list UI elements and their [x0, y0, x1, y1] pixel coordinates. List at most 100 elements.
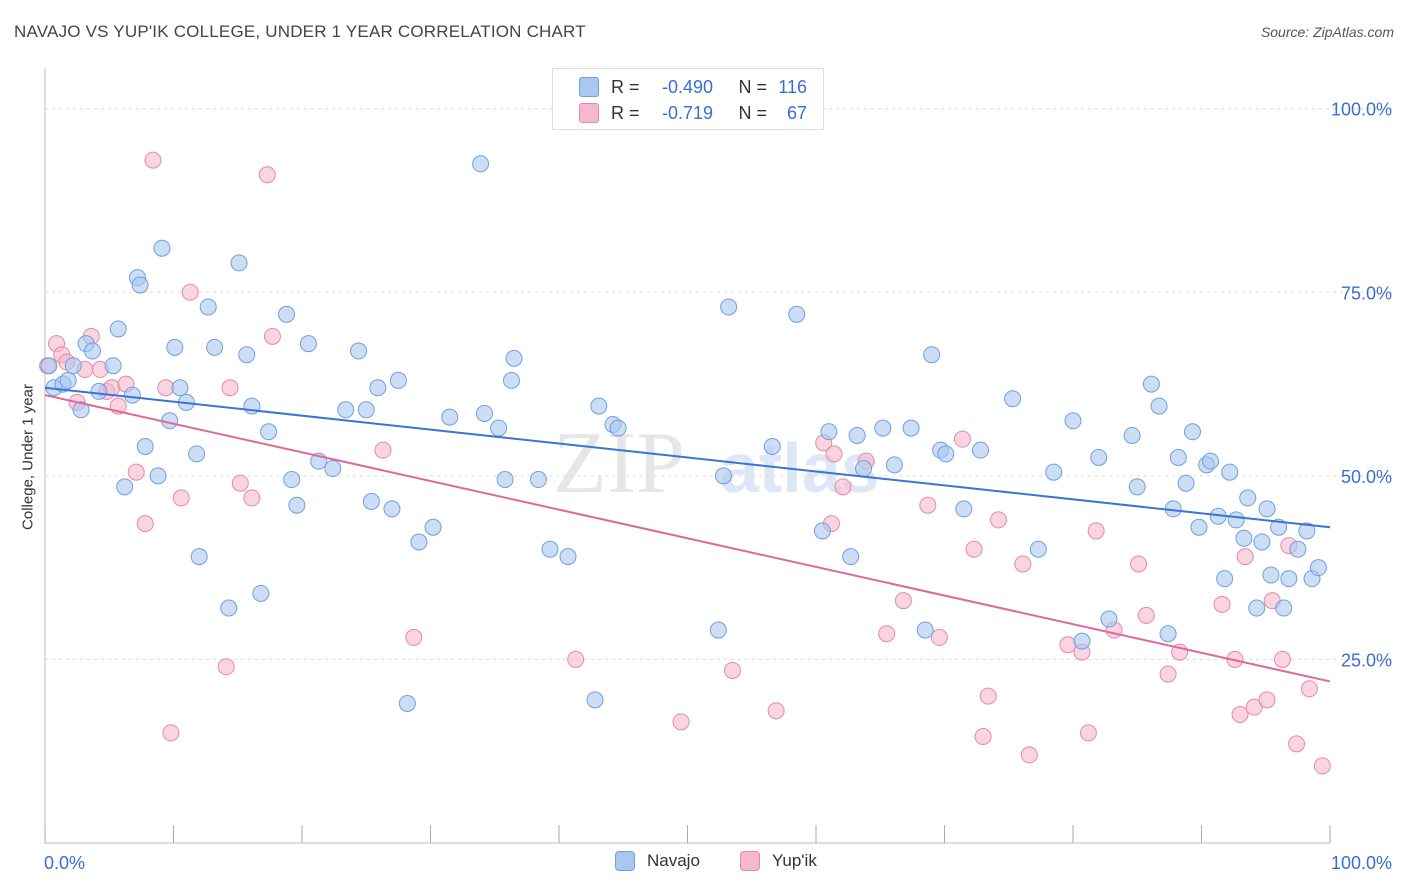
data-point [109, 320, 127, 338]
stats-legend: R = -0.490 N = 116 R = -0.719 N = 67 [552, 68, 824, 130]
data-point [878, 625, 896, 643]
data-point [157, 379, 175, 397]
data-point [410, 533, 428, 551]
data-point [337, 401, 355, 419]
data-point [848, 426, 866, 444]
data-point [709, 621, 727, 639]
legend-item-yupik[interactable]: Yup'ik [740, 851, 817, 871]
data-point [64, 357, 82, 375]
data-point [1245, 698, 1263, 716]
data-point [979, 687, 997, 705]
stats-row-yupik: R = -0.719 N = 67 [553, 100, 807, 126]
legend-item-navajo[interactable]: Navajo [615, 851, 700, 871]
data-point [288, 496, 306, 514]
data-point [1288, 735, 1306, 753]
data-point [590, 397, 608, 415]
data-point [1064, 412, 1082, 430]
series-legend: Navajo Yup'ik [0, 851, 1406, 877]
data-point [475, 404, 493, 422]
yupik-swatch [579, 103, 599, 123]
data-point [324, 460, 342, 478]
data-point [930, 628, 948, 646]
data-point [953, 430, 971, 448]
data-point [472, 155, 490, 173]
data-point [1150, 397, 1168, 415]
data-point [258, 166, 276, 184]
y-tick-label: 100.0% [1331, 100, 1392, 120]
data-point [1273, 650, 1291, 668]
data-point [238, 346, 256, 364]
data-point [529, 471, 547, 489]
data-point [84, 342, 102, 360]
data-point [842, 548, 860, 566]
data-point [586, 691, 604, 709]
x-tick-label: 0.0% [44, 853, 85, 873]
data-point [299, 335, 317, 353]
data-point [955, 500, 973, 518]
data-point [199, 298, 217, 316]
data-point [1190, 518, 1208, 536]
data-point [763, 437, 781, 455]
data-point [278, 305, 296, 323]
data-point [172, 489, 190, 507]
data-point [672, 713, 690, 731]
r-value: -0.719 [661, 102, 713, 123]
data-point [885, 456, 903, 474]
data-point [714, 467, 732, 485]
data-point [398, 694, 416, 712]
legend-label: Yup'ik [772, 851, 817, 870]
data-point [104, 357, 122, 375]
data-point [1059, 636, 1077, 654]
data-point [1216, 570, 1234, 588]
data-point [874, 419, 892, 437]
yupik-legend-swatch [740, 851, 760, 871]
data-point [937, 445, 955, 463]
data-point [788, 305, 806, 323]
data-point [1262, 566, 1280, 584]
data-point [1239, 489, 1257, 507]
data-point [1289, 540, 1307, 558]
data-point [220, 599, 238, 617]
data-point [90, 382, 108, 400]
r-value: -0.490 [661, 76, 713, 97]
data-point [496, 471, 514, 489]
data-point [1128, 478, 1146, 496]
data-point [1073, 632, 1091, 650]
data-point [243, 489, 261, 507]
data-point [217, 658, 235, 676]
n-label: N = [738, 76, 767, 97]
data-point [505, 349, 523, 367]
y-tick-label: 25.0% [1341, 650, 1392, 670]
data-point [813, 522, 831, 540]
navajo-swatch [579, 77, 599, 97]
n-value: 67 [786, 102, 807, 123]
data-point [502, 371, 520, 389]
data-point [231, 474, 249, 492]
data-point [541, 540, 559, 558]
data-point [441, 408, 459, 426]
data-point [559, 548, 577, 566]
data-point [149, 467, 167, 485]
data-point [902, 419, 920, 437]
data-point [1270, 518, 1288, 536]
data-point [116, 478, 134, 496]
data-point [1004, 390, 1022, 408]
data-point [171, 379, 189, 397]
data-point [1159, 665, 1177, 683]
data-point [834, 478, 852, 496]
data-point [723, 661, 741, 679]
data-point [221, 379, 239, 397]
data-point [1100, 610, 1118, 628]
data-point [971, 441, 989, 459]
data-point [389, 371, 407, 389]
data-point [190, 548, 208, 566]
data-point [1231, 706, 1249, 723]
data-point [1275, 599, 1293, 617]
y-tick-label: 75.0% [1341, 283, 1392, 303]
data-point [974, 728, 992, 746]
data-point [127, 463, 145, 481]
data-point [720, 298, 738, 316]
data-point [1227, 511, 1245, 529]
data-point [609, 419, 627, 437]
